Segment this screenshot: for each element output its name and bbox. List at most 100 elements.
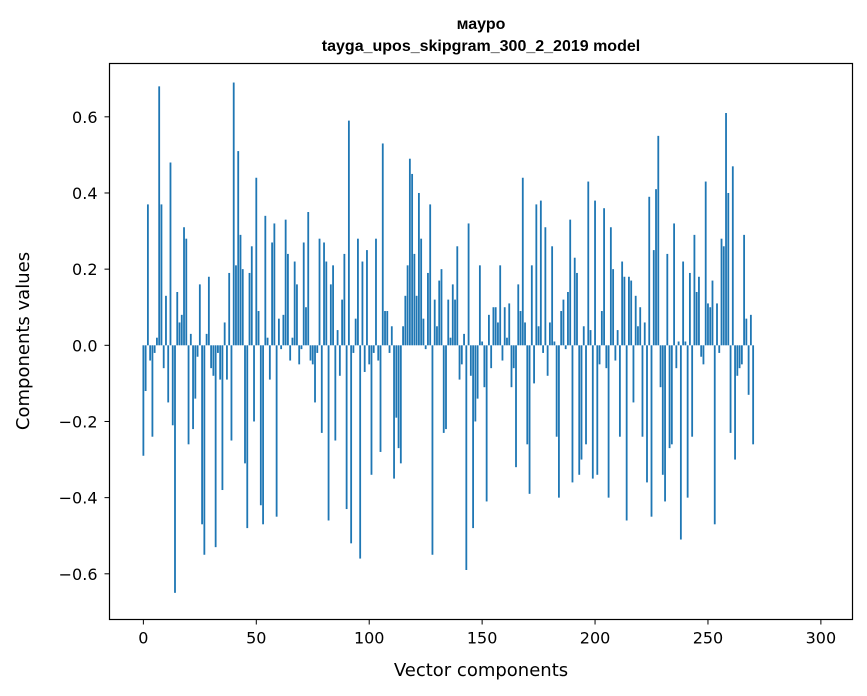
bar-55	[266, 337, 269, 346]
bar-15	[176, 291, 179, 346]
bar-228	[657, 135, 660, 346]
bar-132	[440, 269, 443, 346]
bar-184	[558, 345, 560, 498]
bar-238	[679, 345, 682, 540]
bar-18	[183, 227, 185, 346]
bar-103	[375, 238, 377, 346]
bar-206	[607, 345, 610, 498]
bar-78	[318, 238, 321, 346]
bar-108	[386, 311, 389, 346]
bar-266	[743, 234, 746, 346]
bar-236	[675, 345, 678, 369]
bar-267	[745, 318, 748, 346]
bar-63	[284, 219, 287, 346]
bar-86	[336, 330, 339, 346]
bar-120	[413, 253, 416, 346]
bar-134	[445, 345, 447, 430]
bar-191	[573, 257, 576, 346]
bar-251	[709, 307, 712, 346]
bar-53	[262, 345, 264, 525]
bar-68	[296, 284, 298, 346]
bar-139	[456, 246, 459, 346]
y-tick-label: −0.2	[59, 412, 98, 431]
bar-166	[517, 284, 520, 346]
bar-39	[230, 345, 233, 441]
bar-125	[424, 345, 427, 350]
bar-261	[731, 166, 734, 346]
bar-3	[149, 345, 152, 361]
bar-244	[693, 234, 696, 346]
bar-56	[268, 345, 271, 380]
x-tick-label: 150	[467, 629, 498, 648]
bar-49	[253, 345, 255, 422]
y-tick-label: −0.4	[59, 489, 98, 508]
bar-180	[548, 322, 551, 346]
bar-173	[533, 345, 535, 384]
bar-115	[402, 326, 404, 346]
bar-88	[341, 299, 344, 346]
bar-188	[567, 291, 569, 346]
bar-172	[530, 265, 533, 346]
bar-249	[704, 181, 707, 346]
y-axis-label: Components values	[13, 252, 34, 430]
bar-142	[463, 333, 465, 346]
bar-140	[458, 345, 461, 380]
bar-231	[664, 345, 666, 502]
bar-196	[585, 345, 587, 445]
bar-14	[174, 345, 176, 593]
bar-260	[729, 345, 732, 433]
x-tick-label: 100	[354, 629, 385, 648]
bar-237	[677, 341, 680, 346]
bar-175	[537, 326, 540, 346]
bar-268	[747, 345, 750, 395]
bar-5	[153, 345, 156, 353]
bar-145	[469, 345, 472, 376]
bar-144	[467, 223, 470, 346]
bar-98	[363, 345, 366, 372]
bar-48	[250, 246, 253, 346]
bar-201	[596, 345, 599, 475]
bar-96	[359, 345, 362, 559]
bar-224	[648, 196, 651, 346]
bar-149	[478, 265, 481, 346]
bar-264	[738, 345, 741, 369]
bar-19	[185, 238, 188, 346]
bar-211	[618, 345, 621, 437]
bar-38	[228, 272, 231, 346]
x-tick-label: 300	[806, 629, 837, 648]
bar-156	[494, 307, 497, 346]
bar-123	[420, 238, 423, 346]
bar-6	[156, 337, 158, 346]
bar-43	[239, 234, 242, 346]
bar-128	[431, 345, 434, 555]
bar-182	[553, 341, 556, 346]
bar-75	[311, 345, 314, 365]
bar-222	[643, 322, 646, 346]
bar-97	[361, 261, 364, 346]
bar-74	[309, 345, 312, 361]
y-tick-label: −0.6	[59, 565, 98, 584]
bar-203	[600, 311, 603, 346]
bar-10	[165, 295, 167, 346]
bar-174	[535, 204, 538, 346]
bar-82	[327, 345, 330, 521]
bar-165	[515, 345, 517, 468]
bar-226	[652, 250, 655, 346]
bar-11	[167, 345, 170, 403]
bar-141	[460, 345, 463, 365]
bar-221	[641, 345, 644, 437]
bar-163	[510, 345, 513, 388]
bar-246	[698, 276, 700, 346]
x-axis-label: Vector components	[394, 660, 568, 681]
bar-28	[205, 333, 208, 346]
bar-210	[616, 330, 619, 346]
bar-242	[688, 272, 691, 346]
bar-152	[485, 345, 488, 502]
bar-122	[417, 192, 420, 346]
bar-262	[734, 345, 736, 460]
bar-25	[198, 284, 201, 346]
chart-subtitle: tayga_upos_skipgram_300_2_2019 model	[322, 38, 640, 55]
bar-239	[682, 261, 685, 346]
bar-58	[273, 223, 276, 346]
bar-199	[591, 345, 594, 479]
